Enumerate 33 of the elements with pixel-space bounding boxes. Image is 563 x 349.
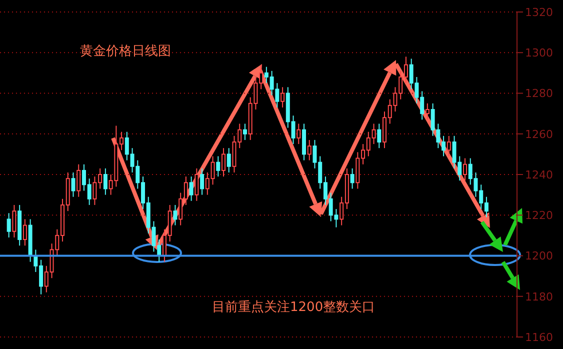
- candlestick: [200, 168, 204, 196]
- candlestick: [307, 139, 312, 161]
- candlestick: [76, 164, 81, 198]
- y-tick-label: 1160: [525, 330, 553, 344]
- candlestick: [103, 168, 108, 196]
- candlestick: [446, 135, 451, 157]
- y-tick-label: 1260: [525, 128, 553, 141]
- candlestick: [242, 123, 247, 140]
- annotation: 目前重点关注1200整数关口: [212, 299, 376, 316]
- candlestick: [71, 172, 76, 198]
- candlestick: [12, 204, 16, 238]
- candlestick: [377, 123, 382, 149]
- candlestick: [216, 156, 220, 178]
- candlestick: [189, 176, 194, 202]
- candlestick: [280, 86, 285, 108]
- y-tick-label: 1180: [525, 290, 553, 304]
- candlestick: [222, 148, 226, 178]
- y-tick-label: 1240: [525, 168, 553, 182]
- y-tick-label: 1320: [525, 6, 553, 19]
- candlestick: [463, 158, 468, 182]
- candlestick: [226, 148, 231, 173]
- candlestick: [296, 123, 301, 145]
- candlestick: [173, 204, 178, 226]
- candlestick: [350, 168, 354, 190]
- text: 黄金价格日线图: [80, 43, 171, 60]
- y-tick-label: 1220: [525, 209, 553, 222]
- candlestick: [22, 218, 27, 246]
- y-tick-label: 1300: [525, 46, 553, 60]
- candlestick: [6, 212, 11, 238]
- y-tick-label: 1280: [525, 87, 553, 100]
- candlestick: [425, 102, 430, 120]
- y-tick-label: 1200: [525, 250, 553, 263]
- candlestick: [194, 168, 199, 202]
